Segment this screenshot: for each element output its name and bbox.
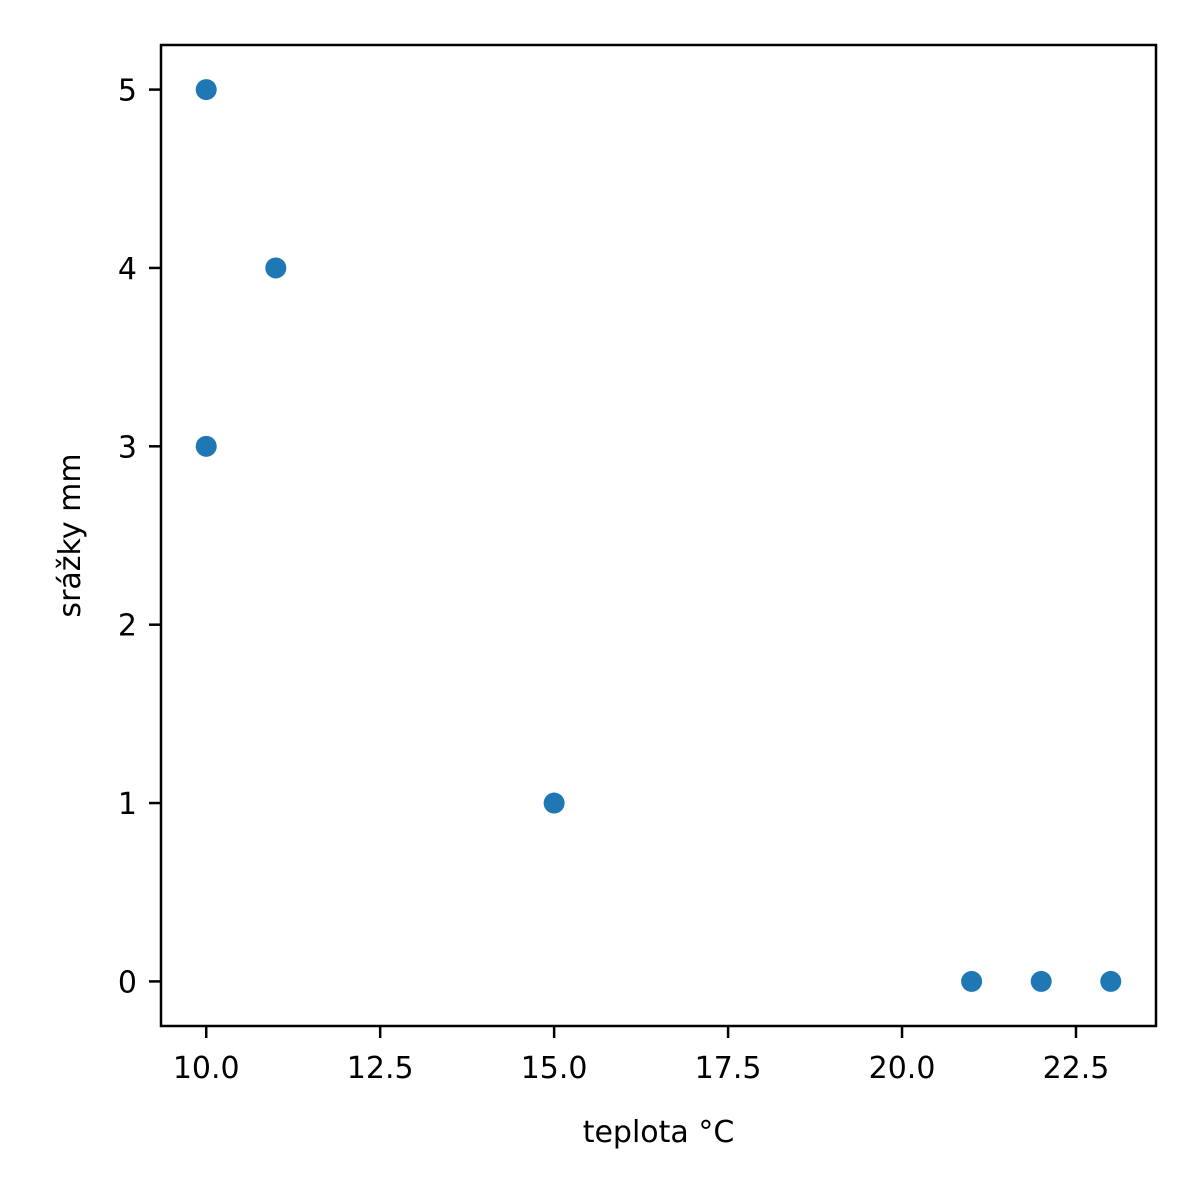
- y-tick-label: 1: [118, 787, 137, 822]
- data-point: [195, 435, 217, 457]
- data-point: [265, 257, 287, 279]
- plot-frame: [159, 43, 1158, 1028]
- data-point: [195, 79, 217, 101]
- x-tick-label: 17.5: [695, 1051, 762, 1086]
- x-axis-ticks: 10.0 12.5 15.0 17.5 20.0 22.5: [173, 1026, 1110, 1086]
- x-tick-label: 12.5: [347, 1051, 414, 1086]
- y-axis-ticks: 0 1 2 3 4 5: [118, 74, 161, 1000]
- y-tick-label: 0: [118, 965, 137, 1000]
- x-tick-label: 20.0: [869, 1051, 936, 1086]
- data-point: [1100, 970, 1122, 992]
- y-tick-label: 2: [118, 609, 137, 644]
- y-tick-label: 5: [118, 74, 137, 109]
- y-tick-label: 4: [118, 252, 137, 287]
- y-axis-label: srážky mm: [53, 453, 88, 617]
- data-points: [195, 79, 1122, 992]
- data-point: [1030, 970, 1052, 992]
- y-tick-label: 3: [118, 430, 137, 465]
- data-point: [961, 970, 983, 992]
- x-axis-label: teplota °C: [583, 1115, 735, 1150]
- data-point: [543, 792, 565, 814]
- x-tick-label: 10.0: [173, 1051, 240, 1086]
- x-tick-label: 22.5: [1043, 1051, 1110, 1086]
- x-tick-label: 15.0: [521, 1051, 588, 1086]
